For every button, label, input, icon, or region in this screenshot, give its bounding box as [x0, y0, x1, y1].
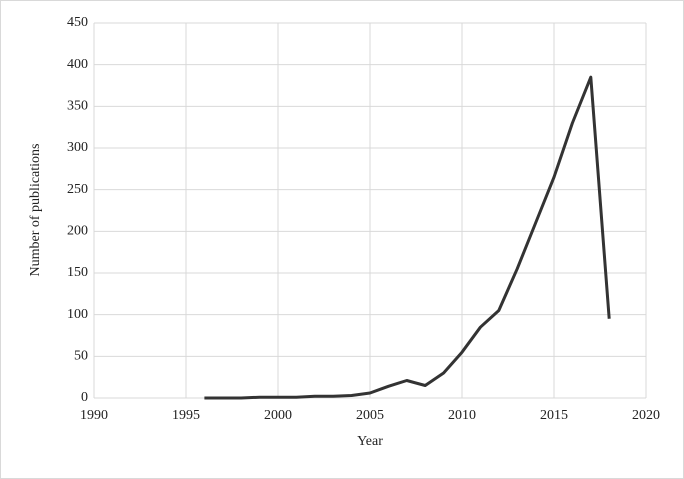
data-line: [204, 75, 611, 400]
y-tick-label: 150: [67, 265, 88, 280]
x-tick-label: 2015: [540, 408, 568, 423]
y-tick-label: 50: [74, 349, 88, 364]
x-tick-label: 1990: [80, 408, 108, 423]
x-axis-label: Year: [357, 434, 383, 449]
y-tick-label: 100: [67, 307, 88, 322]
x-tick-label: 2020: [632, 408, 660, 423]
y-tick-label: 350: [67, 99, 88, 114]
y-tick-label: 450: [67, 15, 88, 30]
x-tick-label: 2000: [264, 408, 292, 423]
x-tick-label: 2010: [448, 408, 476, 423]
y-tick-label: 300: [67, 140, 88, 155]
y-tick-label: 400: [67, 57, 88, 72]
y-axis-label: Number of publications: [28, 144, 43, 277]
x-tick-label: 1995: [172, 408, 200, 423]
y-tick-label: 250: [67, 182, 88, 197]
y-tick-label: 200: [67, 224, 88, 239]
x-tick-label: 2005: [356, 408, 384, 423]
y-tick-label: 0: [81, 390, 88, 405]
